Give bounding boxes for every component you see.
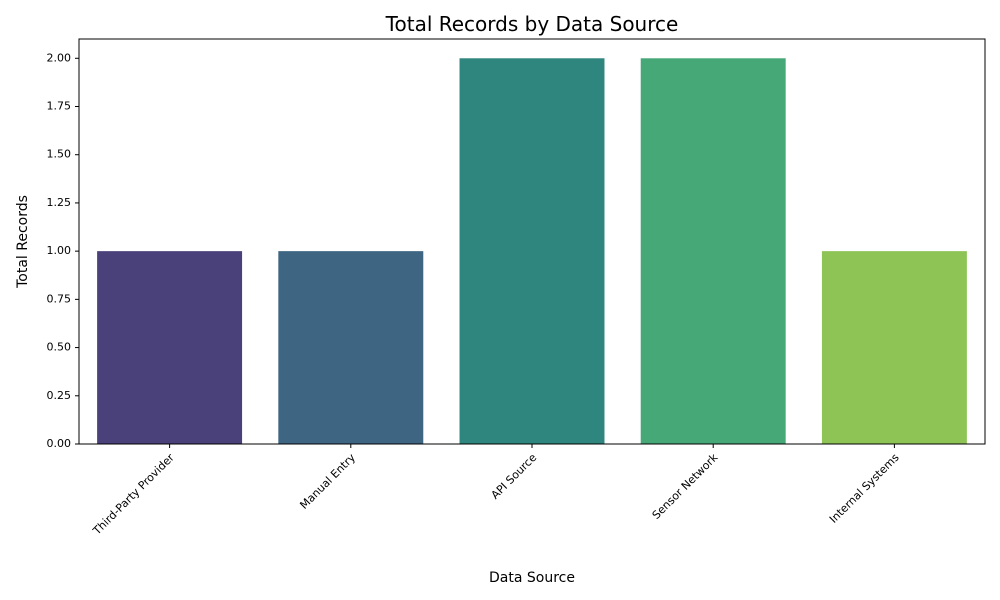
y-axis: 0.00 0.25 0.50 0.75 1.00 1.25 1.50 1.75 2.00 <box>47 51 79 450</box>
y-tick-label: 1.75 <box>47 100 72 113</box>
y-tick-label: 0.00 <box>47 437 72 450</box>
bar-3 <box>640 58 786 445</box>
x-tick-label: Internal Systems <box>827 451 902 526</box>
y-tick-label: 0.75 <box>47 292 72 305</box>
y-tick-label: 1.00 <box>47 244 72 257</box>
y-tick-label: 1.25 <box>47 196 72 209</box>
bar-4 <box>821 251 967 444</box>
bar-2 <box>459 58 605 445</box>
x-tick-label: Manual Entry <box>297 451 358 512</box>
x-axis: Third-Party Provider Manual Entry API Sour… <box>90 444 902 538</box>
chart-title: Total Records by Data Source <box>385 12 679 36</box>
bar-0 <box>97 251 243 444</box>
y-tick-label: 1.50 <box>47 148 72 161</box>
x-tick-label: API Source <box>489 451 540 502</box>
bars <box>97 58 967 445</box>
x-tick-label: Sensor Network <box>650 451 721 522</box>
y-axis-title: Total Records <box>15 195 31 289</box>
y-tick-label: 0.50 <box>47 341 72 354</box>
bar-1 <box>278 251 424 444</box>
y-tick-label: 0.25 <box>47 389 72 402</box>
y-tick-label: 2.00 <box>47 51 72 64</box>
x-axis-title: Data Source <box>489 570 575 586</box>
x-tick-label: Third-Party Provider <box>90 451 177 538</box>
